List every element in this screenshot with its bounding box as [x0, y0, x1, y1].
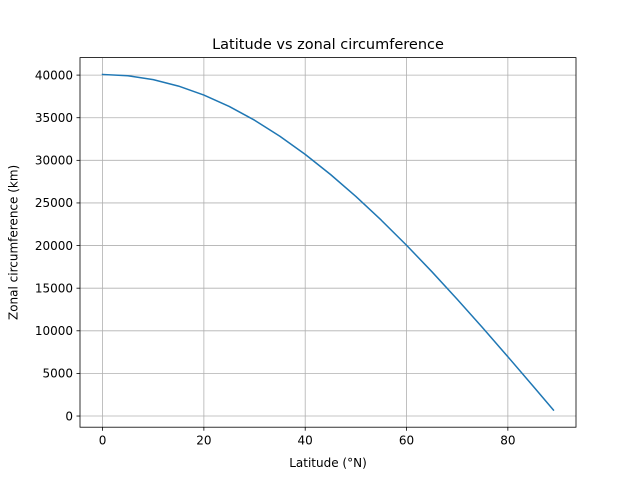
x-axis-label: Latitude (°N)	[289, 456, 367, 470]
y-tick-label: 30000	[35, 154, 73, 168]
y-axis-label: Zonal circumference (km)	[7, 165, 21, 320]
series-line	[101, 73, 555, 412]
y-tick-label: 35000	[35, 111, 73, 125]
x-tick-label: 60	[399, 434, 414, 448]
y-tick-label: 25000	[35, 196, 73, 210]
y-tick-label: 20000	[35, 239, 73, 253]
axis-ticks: 0 20 40 60 80 0 5000 10000 15000 20000 25000 30000 3…	[35, 68, 516, 447]
y-tick-label: 5000	[42, 367, 73, 381]
y-tick-label: 15000	[35, 281, 73, 295]
x-tick-label: 80	[500, 434, 515, 448]
y-tick-label: 0	[65, 409, 73, 423]
y-tick-label: 40000	[35, 68, 73, 82]
x-tick-label: 0	[99, 434, 107, 448]
x-tick-label: 40	[298, 434, 313, 448]
x-tick-label: 20	[196, 434, 211, 448]
chart-title: Latitude vs zonal circumference	[212, 37, 444, 53]
series-layer	[101, 73, 555, 412]
grid-lines	[80, 57, 576, 428]
plot-area-frame	[79, 57, 577, 428]
y-tick-label: 10000	[35, 324, 73, 338]
